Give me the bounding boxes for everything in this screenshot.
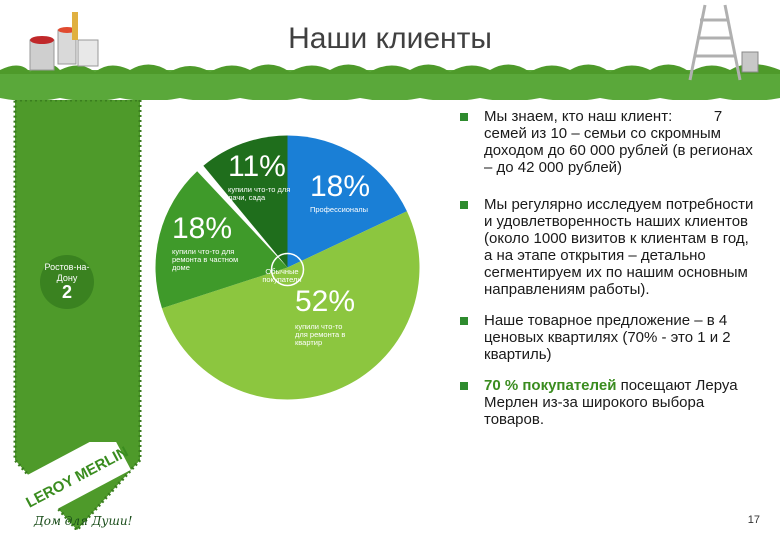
slice-percent-house: 18% bbox=[172, 212, 233, 245]
center-label: Обычные покупатели bbox=[262, 267, 302, 284]
ladder-icon bbox=[688, 4, 742, 81]
pie-slice-2 bbox=[161, 211, 420, 400]
city-number: 2 bbox=[61, 282, 72, 302]
bullet-list: Мы знаем, кто наш клиент: 7 семей из 10 … bbox=[458, 108, 758, 442]
leroy-merlin-logo: LEROY MERLIN bbox=[22, 442, 131, 512]
slice-label-pro: Профессионалы bbox=[310, 205, 369, 214]
slice-percent-apartment: 52% bbox=[295, 285, 356, 318]
bullet-square-icon bbox=[460, 382, 468, 390]
grass-banner bbox=[0, 4, 780, 120]
slice-label-apartment: купили что-то для ремонта в квартир bbox=[295, 322, 346, 347]
bucket-icon bbox=[741, 51, 759, 73]
paint-cans-icon bbox=[29, 12, 99, 71]
bullet-square-icon bbox=[460, 113, 468, 121]
slice-label-dacha: купили что-то для дачи, сада bbox=[228, 185, 291, 202]
page-number: 17 bbox=[747, 514, 760, 526]
pie-svg bbox=[155, 135, 420, 400]
bullet-item: Наше товарное предложение – в 4 ценовых … bbox=[458, 312, 758, 363]
bullet-accent: 70 % покупателей bbox=[484, 377, 617, 394]
city-label: Ростов-на-Дону bbox=[44, 262, 90, 283]
bullet-square-icon bbox=[460, 317, 468, 325]
pie-slice-3 bbox=[155, 171, 288, 309]
bullet-text: Наше товарное предложение – в 4 ценовых … bbox=[484, 312, 731, 363]
bullet-item: 70 % покупателей посещают Леруа Мерлен и… bbox=[458, 377, 758, 428]
bullet-text: Мы регулярно исследуем потребности и удо… bbox=[484, 196, 754, 298]
slice-label-house: купили что-то для ремонта в частном доме bbox=[172, 247, 239, 272]
slogan: Дом для Души! bbox=[34, 514, 133, 528]
grass-ribbon bbox=[13, 100, 142, 530]
bullet-text: посещают Леруа Мерлен из-за широкого выб… bbox=[484, 377, 738, 428]
pie-slice-1 bbox=[287, 135, 407, 268]
bullet-item: Мы знаем, кто наш клиент: 7 семей из 10 … bbox=[458, 108, 758, 176]
bullet-item: Мы регулярно исследуем потребности и удо… bbox=[458, 196, 758, 298]
pie-slice-0 bbox=[203, 135, 288, 268]
bullet-square-icon bbox=[460, 201, 468, 209]
center-ring bbox=[270, 252, 305, 287]
slice-percent-pro: 18% bbox=[310, 170, 371, 203]
page-title: Наши клиенты bbox=[288, 22, 492, 55]
bullet-text: Мы знаем, кто наш клиент: 7 семей из 10 … bbox=[484, 108, 757, 176]
client-segments-pie: 11% купили что-то для дачи, сада 18% Про… bbox=[150, 130, 425, 405]
slice-percent-dacha: 11% bbox=[228, 150, 286, 183]
